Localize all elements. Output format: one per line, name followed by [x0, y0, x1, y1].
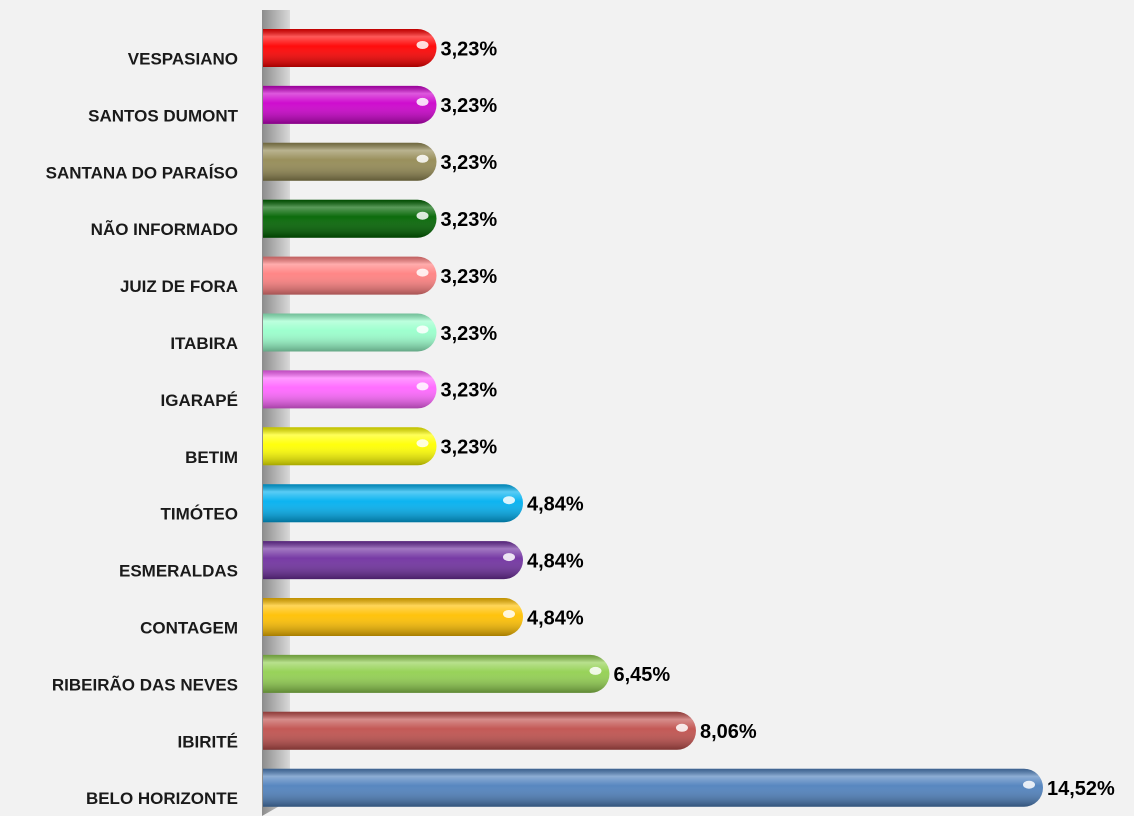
bar-highlight — [416, 439, 429, 448]
bar-gloss — [263, 142, 437, 181]
value-label: 14,52% — [1047, 778, 1115, 800]
value-label: 4,84% — [527, 493, 584, 515]
bar-highlight — [416, 41, 429, 49]
bar-gloss — [263, 598, 523, 636]
bar-highlight — [416, 154, 429, 163]
category-label: TIMÓTEO — [161, 505, 238, 524]
bar-gloss — [263, 85, 437, 124]
value-label: 6,45% — [613, 664, 670, 686]
category-label: BELO HORIZONTE — [86, 789, 238, 808]
value-label: 8,06% — [700, 721, 757, 743]
bar-highlight — [416, 268, 429, 277]
bar-gloss — [263, 427, 437, 466]
axis-wall — [262, 10, 290, 816]
value-label: 3,23% — [441, 323, 498, 345]
category-label: SANTANA DO PARAÍSO — [46, 163, 238, 182]
bar-highlight — [416, 97, 429, 106]
category-label: IGARAPÉ — [161, 391, 238, 410]
category-label: CONTAGEM — [140, 618, 238, 637]
bar-highlight — [675, 723, 688, 732]
value-label: 3,23% — [441, 380, 498, 402]
bar-highlight — [416, 211, 429, 220]
value-label: 3,23% — [441, 209, 498, 231]
value-label: 3,23% — [441, 152, 498, 174]
category-label: RIBEIRÃO DAS NEVES — [52, 674, 238, 694]
bar-highlight — [503, 553, 515, 562]
bar-highlight — [503, 610, 515, 618]
value-label: 3,23% — [441, 437, 498, 459]
bar-gloss — [263, 484, 523, 523]
value-label: 4,84% — [527, 607, 584, 629]
bar-highlight — [1023, 780, 1035, 789]
value-label: 3,23% — [441, 38, 498, 60]
bar-highlight — [416, 382, 429, 391]
bar-gloss — [263, 654, 610, 693]
category-label: ESMERALDAS — [119, 562, 238, 581]
category-label: SANTOS DUMONT — [88, 106, 238, 125]
bar-gloss — [263, 199, 437, 238]
value-label: 3,23% — [441, 95, 498, 117]
bar-gloss — [263, 370, 437, 409]
bar-highlight — [416, 325, 429, 334]
value-label: 3,23% — [441, 266, 498, 288]
bar-gloss — [263, 768, 1043, 807]
value-label: 4,84% — [527, 550, 584, 572]
bar-gloss — [263, 313, 437, 352]
category-label: ITABIRA — [170, 334, 238, 353]
category-label: VESPASIANO — [128, 49, 238, 68]
bar-highlight — [503, 496, 515, 505]
category-label: BETIM — [185, 448, 238, 467]
category-label: NÃO INFORMADO — [91, 219, 238, 239]
bar-gloss — [263, 256, 437, 295]
category-label: JUIZ DE FORA — [120, 277, 238, 296]
bar-highlight — [589, 666, 602, 675]
bar-gloss — [263, 29, 437, 67]
bar-gloss — [263, 541, 523, 580]
category-label: IBIRITÉ — [178, 732, 238, 751]
bar-gloss — [263, 711, 696, 750]
